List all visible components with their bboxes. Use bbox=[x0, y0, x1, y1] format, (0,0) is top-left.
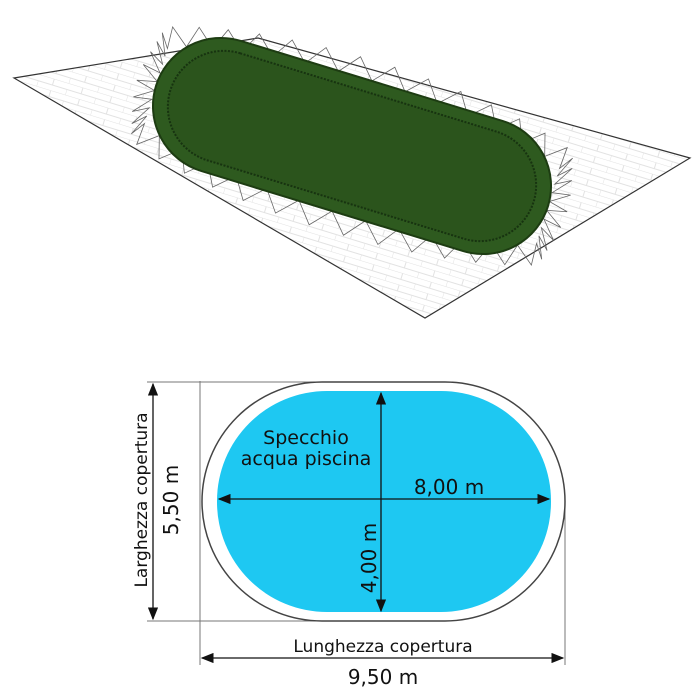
pool-length-value: 8,00 m bbox=[414, 475, 484, 499]
cover-width-value: 5,50 m bbox=[159, 465, 183, 535]
cover-length-value: 9,50 m bbox=[348, 665, 418, 689]
cover-length-label: Lunghezza copertura bbox=[293, 637, 472, 657]
pool-water-surface bbox=[217, 391, 551, 612]
pool-label-line1: Specchio bbox=[263, 427, 349, 449]
plan-view: Specchio acqua piscina 8,00 m 4,00 m Lar… bbox=[132, 381, 566, 689]
cover-width-label: Larghezza copertura bbox=[132, 412, 152, 587]
pool-width-value: 4,00 m bbox=[357, 523, 381, 593]
cover-inner-edge bbox=[166, 49, 538, 243]
perspective-view bbox=[12, 25, 692, 319]
pool-label-line2: acqua piscina bbox=[241, 448, 372, 470]
